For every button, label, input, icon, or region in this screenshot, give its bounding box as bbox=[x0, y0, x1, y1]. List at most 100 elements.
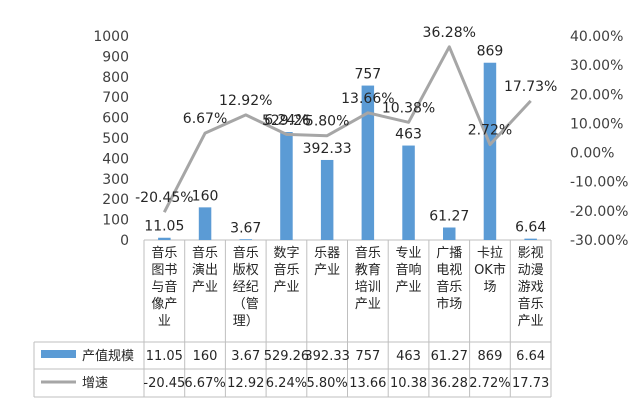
category-label: 影视 bbox=[518, 246, 544, 261]
category-label: 版权 bbox=[233, 262, 259, 278]
growth-line bbox=[162, 45, 532, 213]
category-label: 图书 bbox=[151, 263, 177, 278]
table-cell: 6.67% bbox=[184, 376, 225, 391]
bar bbox=[239, 239, 252, 240]
table-cell: 36.28 bbox=[431, 376, 468, 391]
category-label: 市场 bbox=[436, 296, 462, 312]
category-label: 音乐 bbox=[233, 245, 259, 261]
bar bbox=[320, 159, 334, 240]
bar-data-labels: 11.05 160 3.67 529.26 392.33 757 463 61.27 869 6.… bbox=[144, 44, 546, 237]
category-label: 演出 bbox=[192, 262, 218, 278]
right-axis: -30.00% -20.00% -10.00% 0.00% 10.00% 20.00% 30… bbox=[570, 29, 628, 249]
table-cell: 463 bbox=[396, 349, 421, 364]
right-tick-label: 30.00% bbox=[570, 58, 623, 74]
left-axis: 0 100 200 300 400 500 600 700 800 900 1000 bbox=[93, 29, 129, 249]
category-label: 音乐 bbox=[192, 245, 218, 261]
bar bbox=[361, 85, 375, 241]
table-cell: 160 bbox=[193, 349, 218, 364]
bar bbox=[524, 238, 537, 240]
line-value-label: 12.92% bbox=[219, 93, 272, 109]
bar-value-label: 6.64 bbox=[515, 220, 546, 236]
category-label: 经纪 bbox=[233, 280, 259, 295]
table-cell: 10.38 bbox=[390, 376, 427, 391]
right-tick-label: -10.00% bbox=[570, 175, 628, 191]
category-label: OK市 bbox=[474, 262, 506, 278]
right-tick-label: 40.00% bbox=[570, 29, 623, 45]
category-label: 理） bbox=[233, 314, 259, 329]
left-tick-label: 700 bbox=[102, 90, 129, 106]
table-cell: -20.45 bbox=[143, 376, 185, 391]
category-label: 像产 bbox=[151, 297, 177, 312]
category-label: 产业 bbox=[396, 280, 422, 295]
line-value-label: 6.67% bbox=[183, 111, 227, 127]
left-tick-label: 0 bbox=[120, 233, 129, 249]
bar-value-label: 392.33 bbox=[303, 141, 352, 157]
right-tick-label: -20.00% bbox=[570, 204, 628, 220]
left-tick-label: 800 bbox=[102, 70, 129, 86]
table-cell: 6.64 bbox=[516, 349, 545, 364]
legend-series-name: 增速 bbox=[82, 376, 108, 391]
table-cell: 61.27 bbox=[431, 349, 468, 364]
legend-series-name: 产值规模 bbox=[82, 348, 134, 364]
category-label: 音乐 bbox=[518, 296, 544, 312]
category-label: 教育 bbox=[355, 262, 381, 278]
category-labels: 音乐图书与音像产业音乐演出产业音乐版权经纪（管理）数字音乐产业乐器产业音乐教育培… bbox=[151, 245, 543, 329]
line-value-label: 36.28% bbox=[423, 25, 476, 41]
left-tick-label: 1000 bbox=[93, 29, 129, 45]
table-cell: 2.72% bbox=[469, 376, 510, 391]
bar bbox=[198, 207, 212, 240]
category-label: 音乐 bbox=[273, 262, 299, 278]
line-value-label: 17.73% bbox=[504, 79, 557, 95]
table-cell: 12.92 bbox=[227, 376, 264, 391]
line-value-label: 10.38% bbox=[382, 100, 435, 116]
category-label: 产业 bbox=[314, 263, 340, 278]
category-label: 产业 bbox=[273, 280, 299, 295]
bar-value-label: 463 bbox=[395, 127, 422, 143]
right-tick-label: 0.00% bbox=[570, 146, 614, 162]
category-label: 数字 bbox=[273, 246, 299, 261]
bar-value-label: 160 bbox=[192, 188, 219, 204]
table-cell: 6.24% bbox=[266, 376, 307, 391]
category-label: 与音 bbox=[151, 279, 177, 295]
bar-value-label: 3.67 bbox=[230, 220, 261, 236]
bar-value-label: 869 bbox=[477, 44, 504, 60]
bar bbox=[280, 132, 293, 240]
left-tick-label: 900 bbox=[102, 49, 129, 65]
bar bbox=[443, 227, 456, 240]
left-tick-label: 600 bbox=[102, 111, 129, 127]
table-cell: 13.66 bbox=[349, 376, 386, 391]
left-tick-label: 200 bbox=[102, 192, 129, 208]
category-label: 游戏 bbox=[518, 280, 544, 295]
category-label: 电视 bbox=[436, 263, 462, 278]
table-cell: 869 bbox=[478, 349, 503, 364]
line-data-labels: -20.45% 6.67% 12.92% 6.24%5.80% 13.66%10.38%… bbox=[135, 25, 557, 206]
table-cell: 3.67 bbox=[231, 349, 260, 364]
category-label: 场 bbox=[483, 280, 496, 295]
legend-bar-swatch bbox=[41, 350, 76, 358]
category-label: 音乐 bbox=[151, 245, 177, 261]
table-cell: 757 bbox=[355, 349, 380, 364]
line-value-label: 6.24% bbox=[264, 112, 308, 128]
right-tick-label: 10.00% bbox=[570, 116, 623, 132]
left-tick-label: 500 bbox=[102, 131, 129, 147]
data-table-grid bbox=[33, 239, 552, 398]
line-value-label: 13.66% bbox=[341, 91, 394, 107]
category-label: 专业 bbox=[396, 246, 422, 261]
category-label: 音乐 bbox=[436, 279, 462, 295]
table-cell: 5.80% bbox=[306, 376, 347, 391]
table-cell: 17.73 bbox=[512, 376, 549, 391]
category-label: 卡拉 bbox=[477, 246, 503, 261]
category-label: 培训 bbox=[355, 279, 381, 295]
category-label: 广播 bbox=[436, 246, 462, 261]
bar-value-label: 11.05 bbox=[144, 219, 184, 235]
line-value-label: 5.80% bbox=[305, 114, 349, 130]
bar bbox=[158, 237, 171, 240]
table-cell: 529.26 bbox=[264, 349, 310, 364]
line-series bbox=[162, 45, 532, 213]
left-tick-label: 300 bbox=[102, 172, 129, 188]
table-cell: 11.05 bbox=[146, 349, 183, 364]
category-label: 产业 bbox=[355, 297, 381, 312]
category-label: （管 bbox=[233, 297, 259, 312]
